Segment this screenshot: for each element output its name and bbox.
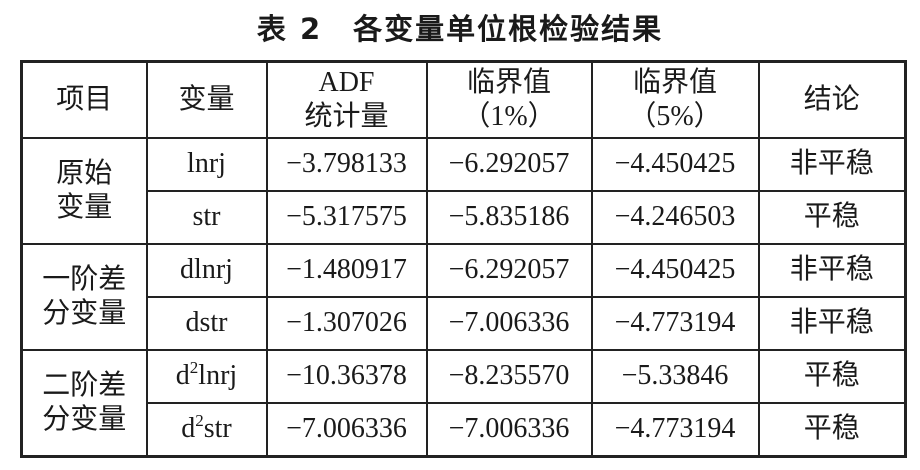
group-cell: 原始 变量 bbox=[20, 137, 148, 245]
header-text: 临界值 bbox=[466, 66, 551, 98]
variable-cell: d2lnrj bbox=[145, 349, 268, 404]
variable-cell: str bbox=[145, 190, 268, 245]
table: 项目 变量 ADF 统计量 临界值 （1%） 临界值 （5%） 结论 原始 变量 lnrj −3.798… bbox=[20, 60, 907, 458]
value-cell: 平稳 bbox=[757, 402, 907, 458]
data-row: 二阶差 分变量 d2lnrj −10.36378 −8.235570 −5.33846 平稳 bbox=[20, 349, 907, 458]
table-title: 表 2 各变量单位根检验结果 bbox=[256, 12, 664, 46]
header-cell: 项目 bbox=[20, 60, 148, 139]
variable-rest: str bbox=[203, 413, 232, 445]
group-label: 原始 bbox=[56, 157, 113, 189]
header-text: ADF bbox=[318, 66, 375, 98]
variable-base: d bbox=[181, 413, 196, 445]
value-cell: −4.450425 bbox=[590, 243, 760, 298]
value-cell: −4.450425 bbox=[590, 137, 760, 192]
variable-cell: lnrj bbox=[145, 137, 268, 192]
group-label: 变量 bbox=[56, 192, 113, 223]
data-row: d2str −7.006336 −7.006336 −4.773194 平稳 bbox=[22, 402, 907, 458]
data-row: 一阶差 分变量 dlnrj −1.480917 −6.292057 −4.450425 非平… bbox=[20, 243, 907, 351]
header-text: （5%） bbox=[628, 101, 722, 132]
value-cell: −3.798133 bbox=[265, 137, 428, 192]
header-cell: 结论 bbox=[757, 60, 907, 139]
value-cell: −5.33846 bbox=[590, 349, 760, 404]
group-label: 分变量 bbox=[42, 404, 127, 435]
header-text: 临界值 bbox=[632, 66, 717, 98]
value-cell: 平稳 bbox=[757, 190, 907, 245]
variable-superscript: 2 bbox=[189, 358, 199, 378]
header-text: 统计量 bbox=[304, 101, 389, 132]
value-cell: −6.292057 bbox=[425, 137, 593, 192]
header-text: 结论 bbox=[803, 83, 860, 115]
value-cell: −4.773194 bbox=[590, 402, 760, 458]
value-cell: 非平稳 bbox=[757, 243, 907, 298]
value-cell: −4.246503 bbox=[590, 190, 760, 245]
header-text: 变量 bbox=[178, 83, 235, 115]
variable-cell: d2str bbox=[145, 402, 268, 458]
value-cell: −7.006336 bbox=[425, 402, 593, 458]
header-text: 项目 bbox=[56, 83, 113, 115]
value-cell: −7.006336 bbox=[265, 402, 428, 458]
value-cell: −10.36378 bbox=[265, 349, 428, 404]
variable-base: d bbox=[175, 360, 190, 392]
value-cell: −5.835186 bbox=[425, 190, 593, 245]
value-cell: −1.307026 bbox=[265, 296, 428, 351]
group-cell: 一阶差 分变量 bbox=[20, 243, 148, 351]
value-cell: −8.235570 bbox=[425, 349, 593, 404]
variable-superscript: 2 bbox=[195, 411, 204, 431]
group-label: 分变量 bbox=[42, 298, 127, 329]
header-cell: 变量 bbox=[145, 60, 268, 139]
value-cell: −6.292057 bbox=[425, 243, 593, 298]
variable-cell: dlnrj bbox=[145, 243, 268, 298]
data-row: 原始 变量 lnrj −3.798133 −6.292057 −4.450425 非平稳 bbox=[20, 137, 907, 245]
header-cell: ADF 统计量 bbox=[265, 60, 428, 139]
header-row: 项目 变量 ADF 统计量 临界值 （1%） 临界值 （5%） 结论 bbox=[20, 60, 907, 139]
group-label: 二阶差 bbox=[42, 369, 127, 401]
variable-rest: lnrj bbox=[198, 360, 238, 392]
value-cell: −5.317575 bbox=[265, 190, 428, 245]
value-cell: −1.480917 bbox=[265, 243, 428, 298]
value-cell: 平稳 bbox=[757, 349, 907, 404]
value-cell: 非平稳 bbox=[757, 296, 907, 351]
header-cell: 临界值 （5%） bbox=[590, 60, 760, 139]
value-cell: −7.006336 bbox=[425, 296, 593, 351]
group-label: 一阶差 bbox=[42, 263, 127, 295]
data-row: str −5.317575 −5.835186 −4.246503 平稳 bbox=[22, 190, 907, 245]
data-row: dstr −1.307026 −7.006336 −4.773194 非平稳 bbox=[22, 296, 907, 351]
group-cell: 二阶差 分变量 bbox=[20, 349, 148, 458]
value-cell: 非平稳 bbox=[757, 137, 907, 192]
header-cell: 临界值 （1%） bbox=[425, 60, 593, 139]
value-cell: −4.773194 bbox=[590, 296, 760, 351]
variable-cell: dstr bbox=[145, 296, 268, 351]
header-text: （1%） bbox=[462, 101, 556, 132]
